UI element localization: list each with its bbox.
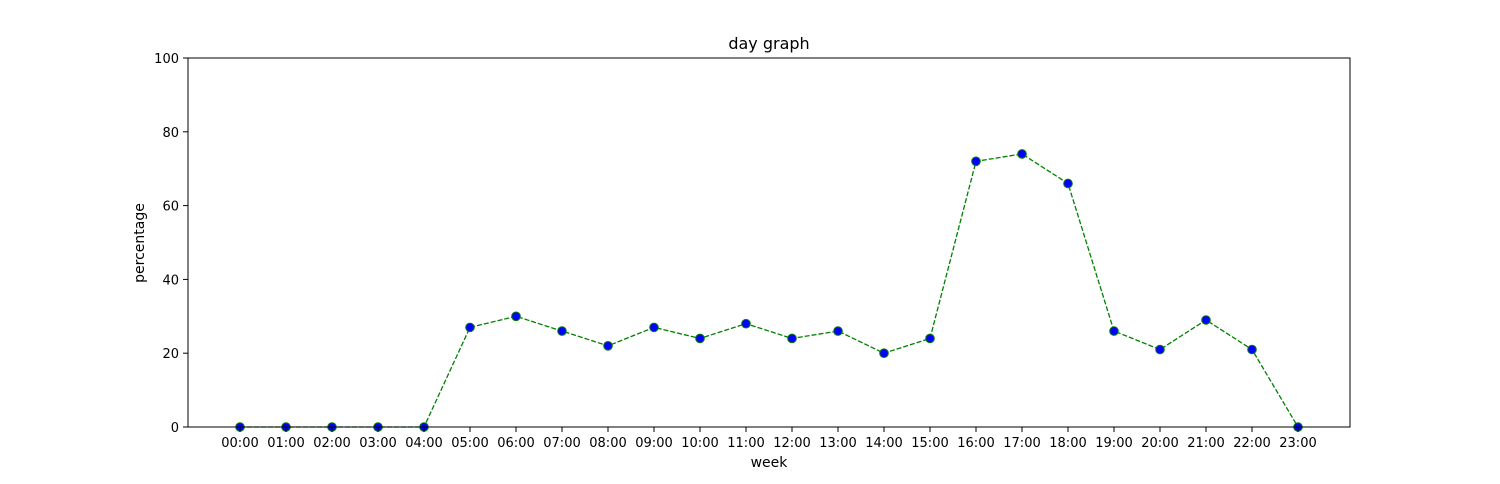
data-point [511, 311, 521, 322]
chart-title: day graph [728, 34, 809, 53]
x-tick-label: 00:00 [221, 436, 258, 451]
x-tick-label: 23:00 [1279, 436, 1316, 451]
data-point [1201, 315, 1211, 325]
x-tick-label: 22:00 [1233, 436, 1270, 451]
data-point [833, 326, 843, 336]
y-axis: 0 20 40 60 80 100 [154, 52, 188, 436]
x-tick-label: 15:00 [911, 436, 948, 451]
x-tick-label: 10:00 [681, 436, 718, 451]
x-tick-label: 03:00 [359, 436, 396, 451]
x-tick-label: 21:00 [1187, 436, 1224, 451]
x-tick-label: 06:00 [497, 436, 534, 451]
y-axis-label: percentage [132, 203, 148, 283]
x-tick-label: 02:00 [313, 436, 350, 451]
x-tick-label: 01:00 [267, 436, 304, 451]
x-tick-label: 11:00 [727, 436, 764, 451]
x-tick-label: 12:00 [773, 436, 810, 451]
data-point [557, 326, 567, 336]
data-point [603, 341, 613, 351]
x-tick-label: 08:00 [589, 436, 626, 451]
y-tick-label: 80 [162, 126, 179, 141]
x-tick-label: 19:00 [1095, 436, 1132, 451]
data-point [649, 322, 659, 333]
data-point [1063, 178, 1073, 189]
y-tick-label: 60 [162, 200, 179, 215]
x-tick-label: 16:00 [957, 436, 994, 451]
data-point [741, 318, 751, 329]
series-line [240, 153, 1299, 428]
data-point [695, 333, 705, 344]
data-point [1017, 149, 1027, 159]
x-tick-label: 14:00 [865, 436, 902, 451]
x-tick-label: 17:00 [1003, 436, 1040, 451]
y-tick-label: 0 [171, 421, 179, 436]
data-point [787, 333, 797, 344]
x-tick-label: 07:00 [543, 436, 580, 451]
plot-area [235, 149, 1303, 432]
data-point [465, 322, 475, 333]
x-tick-label: 09:00 [635, 436, 672, 451]
x-tick-label: 18:00 [1049, 436, 1086, 451]
data-point [971, 156, 981, 167]
plot-frame [187, 57, 1351, 428]
data-point [925, 333, 935, 344]
data-point [879, 348, 889, 359]
x-axis-label: week [751, 455, 789, 471]
x-tick-label: 04:00 [405, 436, 442, 451]
data-point [1247, 344, 1257, 355]
y-tick-label: 100 [154, 52, 179, 67]
data-point [1155, 344, 1165, 355]
data-point [1109, 326, 1119, 336]
x-axis: 00:00 01:00 02:00 03:00 04:00 05:00 06:00 07:00… [221, 427, 1317, 451]
y-tick-label: 20 [162, 347, 179, 362]
x-tick-label: 05:00 [451, 436, 488, 451]
x-tick-label: 20:00 [1141, 436, 1178, 451]
y-tick-label: 40 [162, 273, 179, 288]
x-tick-label: 13:00 [819, 436, 856, 451]
